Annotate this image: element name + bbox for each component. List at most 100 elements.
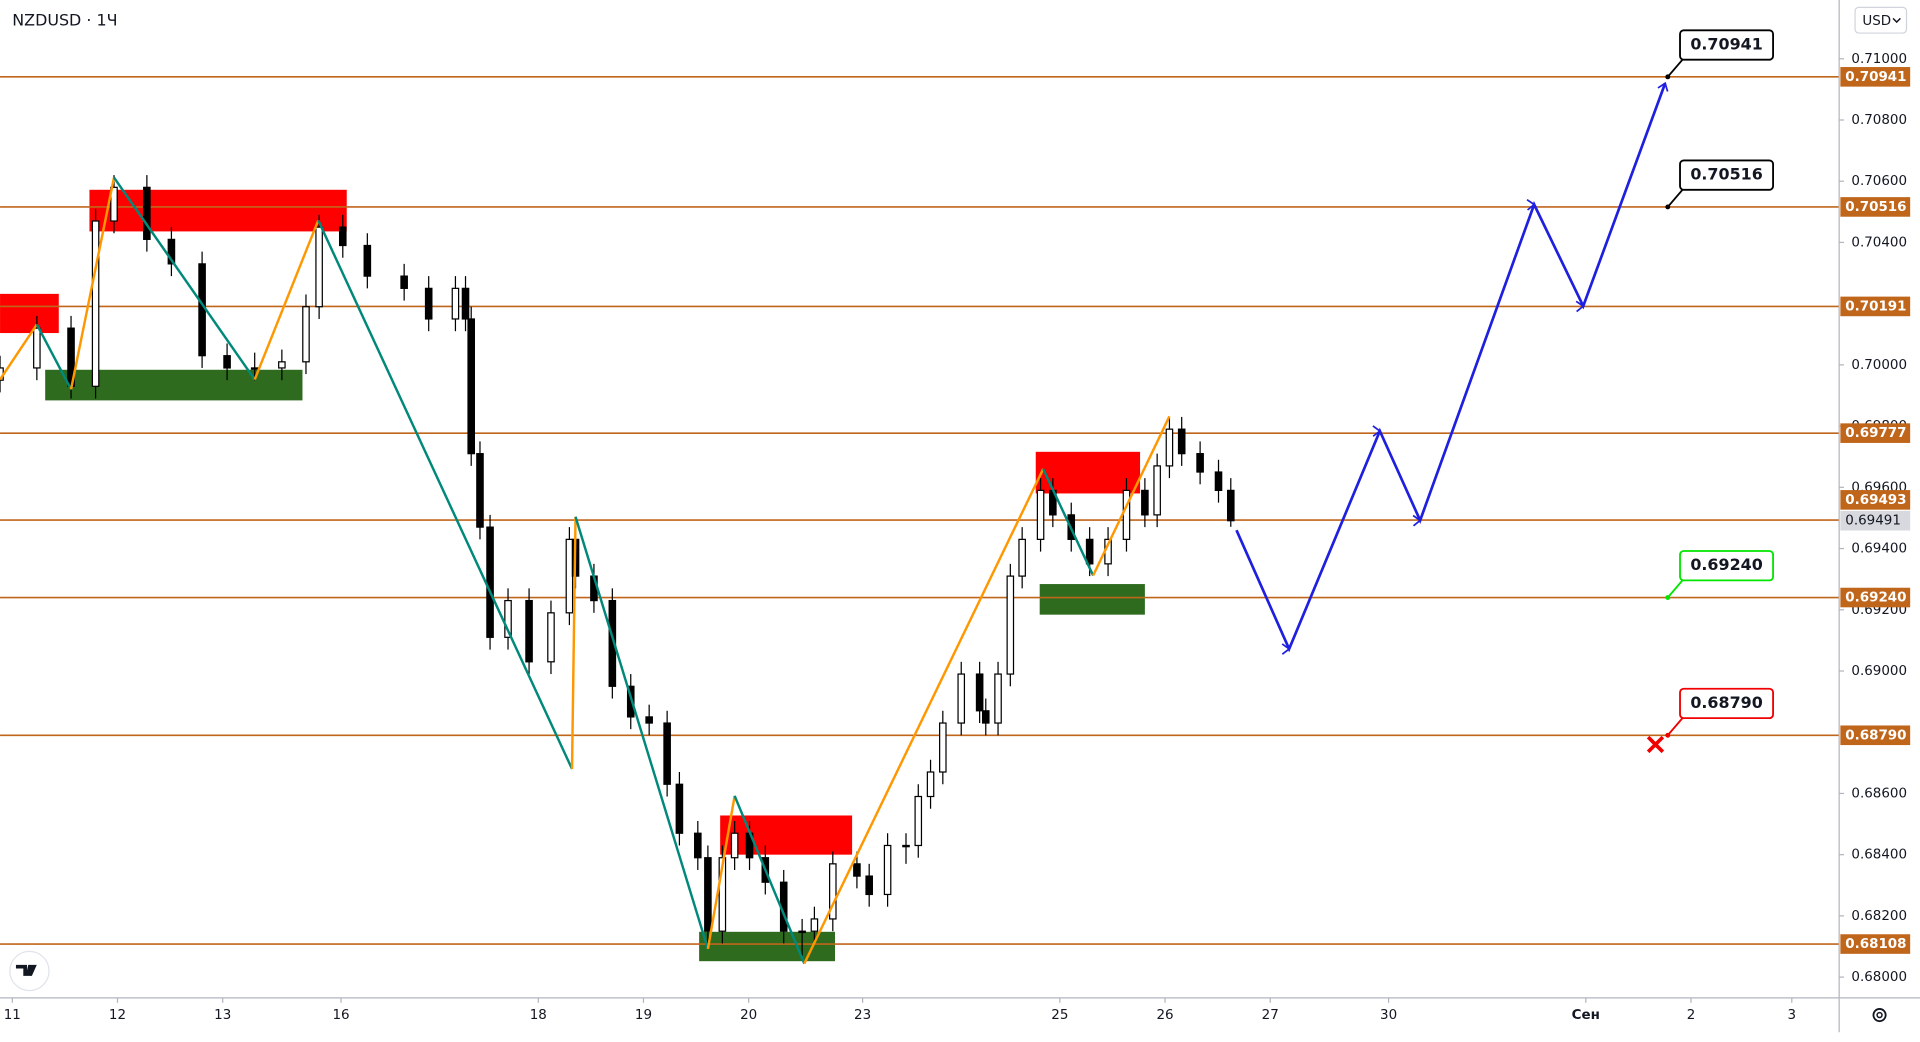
candle-body (663, 722, 671, 785)
callout-leader (1667, 717, 1684, 736)
x-tick-label: 13 (214, 1008, 231, 1023)
y-tick-label: 0.71000 (1851, 52, 1907, 67)
candle-body (883, 844, 892, 896)
candle-body (33, 327, 41, 369)
zigzag-segment (112, 176, 256, 381)
x-tick-label: 3 (1788, 1008, 1797, 1023)
zone (45, 369, 303, 401)
callout-anchor (1665, 732, 1671, 738)
candle-body (994, 673, 1002, 724)
gear-hub[interactable] (1876, 1011, 1883, 1019)
candle-body (645, 716, 653, 724)
level-badge-label: 0.68108 (1845, 937, 1906, 952)
y-tick-label: 0.70400 (1851, 235, 1907, 250)
candle-body (1153, 465, 1161, 516)
settings-button[interactable] (1872, 1008, 1887, 1023)
y-tick-label: 0.68000 (1851, 970, 1907, 985)
candle-body (363, 244, 372, 277)
candle-body (250, 367, 259, 370)
level-badge-label: 0.70191 (1845, 299, 1906, 314)
callout-anchor (1665, 74, 1671, 80)
zone (720, 815, 853, 855)
zone (89, 189, 347, 232)
candle-body (467, 318, 476, 455)
currency-dropdown[interactable]: USD (1854, 6, 1908, 34)
y-tick-label: 0.70600 (1851, 174, 1907, 189)
zigzag-segment (706, 795, 736, 950)
candle-body (975, 673, 984, 712)
current-price-badge (1840, 510, 1911, 531)
x-tick-label: 26 (1156, 1008, 1173, 1023)
level-badge-label: 0.69240 (1845, 591, 1906, 606)
zigzag-segment (574, 516, 710, 950)
candle-body (1177, 428, 1186, 455)
candle-body (547, 612, 555, 663)
x-tick-label: 12 (109, 1008, 126, 1023)
level-badge-label: 0.70516 (1845, 200, 1906, 215)
currency-box[interactable] (1854, 6, 1908, 34)
candle-body (1141, 489, 1149, 516)
candle-body (626, 685, 635, 718)
callout-box (1679, 550, 1774, 582)
y-tick-label: 0.69000 (1851, 664, 1907, 679)
zigzag-segment (253, 219, 320, 381)
callout-box (1679, 687, 1774, 720)
level-badge (1840, 587, 1911, 608)
level-badge (1840, 725, 1911, 746)
y-tick-label: 0.69400 (1851, 542, 1907, 557)
dropdown-chevron[interactable] (1892, 17, 1901, 24)
x-tick-label: 11 (4, 1008, 21, 1023)
candle-body (718, 857, 727, 932)
candle-body (91, 220, 100, 387)
logo[interactable] (9, 950, 50, 992)
level-badge (1840, 490, 1911, 510)
callout-leader (1667, 189, 1684, 208)
y-tick-label: 0.70000 (1851, 358, 1907, 373)
candle-body (565, 538, 574, 614)
candle-body (223, 355, 231, 369)
candle-body (486, 526, 494, 638)
zone (1039, 584, 1145, 615)
callout-box (1679, 159, 1774, 191)
callout-box (1679, 29, 1774, 61)
logo-mark[interactable] (15, 964, 37, 976)
zigzag-segment (35, 323, 73, 390)
x-tick-label: 25 (1051, 1008, 1068, 1023)
zigzag-segment (1042, 468, 1095, 577)
callout-label: 0.70516 (1690, 165, 1762, 184)
candle-body (278, 361, 286, 369)
zone (0, 293, 59, 334)
y-tick-label: 0.70800 (1851, 113, 1907, 128)
stop-marker (1646, 735, 1665, 754)
plot-area (0, 76, 1840, 965)
candle-body (1036, 489, 1045, 540)
callout-anchor (1665, 204, 1671, 210)
y-tick-label: 0.68600 (1851, 786, 1907, 801)
candle-body (829, 863, 837, 920)
candle-body (1006, 575, 1015, 675)
candle-body (902, 844, 910, 848)
y-tick-label: 0.68400 (1851, 848, 1907, 863)
candle-body (338, 226, 347, 247)
candle-body (424, 287, 433, 320)
zigzag-segment (69, 177, 116, 390)
candle-body (198, 263, 206, 357)
projection-path (1235, 81, 1669, 655)
candle-body (400, 275, 408, 289)
candle-body (1085, 538, 1094, 565)
callout-leader (1667, 579, 1684, 599)
candle-body (914, 795, 923, 847)
gear[interactable] (1872, 1008, 1887, 1023)
candle-body (798, 930, 806, 934)
current-price-label: 0.69491 (1845, 514, 1901, 529)
zigzag-segment (317, 219, 574, 770)
level-badge-label: 0.69493 (1845, 493, 1906, 508)
level-badge (1840, 423, 1911, 443)
zigzag-segment (570, 516, 577, 769)
callout-label: 0.70941 (1690, 34, 1762, 53)
zigzag-segment (1092, 415, 1171, 577)
candle-body (810, 918, 819, 932)
chart-title: NZDUSD · 1Ч (12, 10, 117, 29)
currency-label[interactable]: USD (1862, 14, 1891, 29)
candle-body (167, 238, 176, 265)
